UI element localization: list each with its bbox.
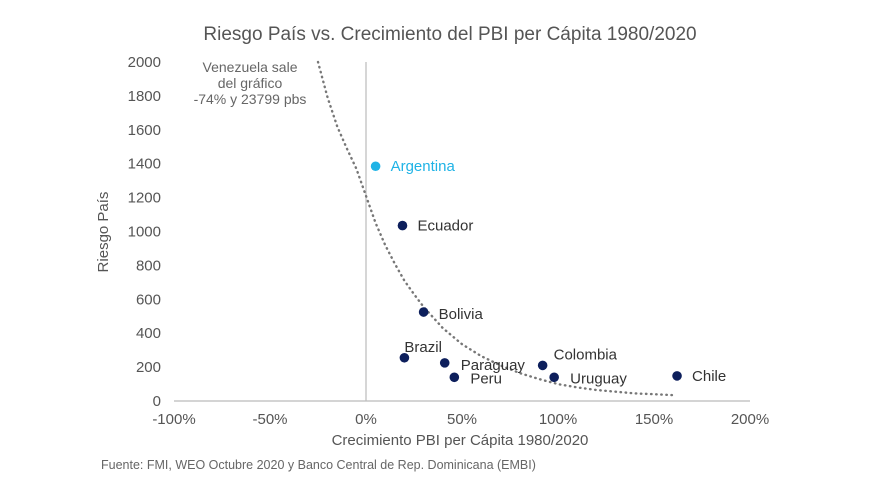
- annotation-line: del gráfico: [218, 75, 283, 91]
- point-label-bolivia: Bolivia: [439, 306, 484, 323]
- x-tick-label: 0%: [355, 411, 377, 428]
- annotation-line: Venezuela sale: [203, 59, 298, 75]
- y-tick-label: 2000: [128, 54, 161, 71]
- point-label-colombia: Colombia: [554, 346, 618, 363]
- data-point-uruguay: [549, 372, 559, 383]
- trendline-group: [316, 60, 675, 397]
- data-point-paraguay: [439, 358, 450, 368]
- chart-title: Riesgo País vs. Crecimiento del PBI per …: [203, 24, 696, 45]
- y-tick-label: 1000: [128, 224, 161, 241]
- y-tick-label: 200: [136, 359, 161, 376]
- y-tick-label: 400: [136, 325, 161, 342]
- x-tick-label: 50%: [447, 411, 477, 428]
- data-point-bolivia: [418, 307, 429, 317]
- axes: -100% -50% 0% 50% 100% 150% 200% 0 200 400 600 800 1…: [128, 54, 770, 428]
- x-tick-label: -50%: [252, 411, 287, 428]
- x-tick-label: 150%: [635, 411, 673, 428]
- trendline: [316, 60, 675, 397]
- x-axis-label: Crecimiento PBI per Cápita 1980/2020: [332, 432, 589, 449]
- data-point-colombia: [537, 360, 548, 371]
- point-label-peru: Peru: [470, 370, 502, 387]
- point-label-chile: Chile: [692, 368, 726, 385]
- point-label-paraguay: Paraguay: [461, 357, 526, 374]
- data-point-chile: [672, 371, 682, 381]
- y-tick-label: 800: [136, 257, 161, 274]
- data-point-peru: [449, 372, 460, 383]
- data-point-ecuador: [397, 220, 408, 231]
- point-label-ecuador: Ecuador: [417, 218, 473, 235]
- point-label-argentina: Argentina: [391, 158, 456, 175]
- source-note: Fuente: FMI, WEO Octubre 2020 y Banco Ce…: [101, 458, 536, 472]
- x-tick-label: -100%: [152, 411, 195, 428]
- annotation-line: -74% y 23799 pbs: [194, 91, 307, 107]
- y-axis-label: Riesgo País: [95, 192, 112, 273]
- y-tick-label: 1600: [128, 122, 161, 139]
- point-label-brazil: Brazil: [404, 339, 442, 356]
- y-tick-label: 1800: [128, 88, 161, 105]
- y-tick-label: 600: [136, 291, 161, 308]
- x-tick-label: 200%: [731, 411, 769, 428]
- y-tick-label: 1400: [128, 156, 161, 173]
- data-point-argentina: [370, 161, 381, 172]
- points-group: Argentina Ecuador Bolivia Brazil ParaguayPer…: [370, 158, 726, 387]
- data-point-brazil: [399, 352, 410, 363]
- x-tick-label: 100%: [539, 411, 577, 428]
- y-tick-label: 1200: [128, 190, 161, 207]
- y-tick-label: 0: [153, 393, 161, 410]
- point-label-uruguay: Uruguay: [570, 370, 627, 387]
